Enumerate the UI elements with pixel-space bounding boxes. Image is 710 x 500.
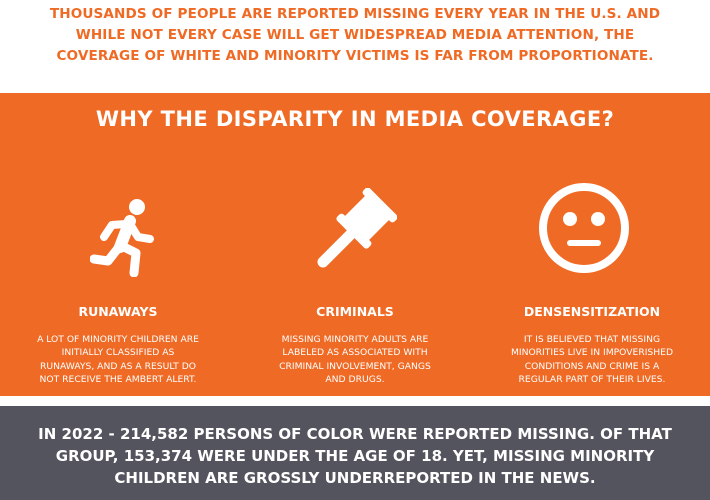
statistics-line: IN 2022 - 214,582 PERSONS OF COLOR WERE …: [38, 425, 672, 443]
description-line: NOT RECEIVE THE AMBERT ALERT.: [39, 374, 197, 386]
statistics-line: GROUP, 153,374 WERE UNDER THE AGE OF 18.…: [55, 447, 655, 465]
media-coverage-panel: WHY THE DISPARITY IN MEDIA COVERAGE? RUN…: [0, 93, 710, 396]
intro-line: WHILE NOT EVERY CASE WILL GET WIDESPREAD…: [75, 27, 635, 43]
running-person-icon: [90, 199, 154, 277]
description-line: AND DRUGS.: [325, 374, 385, 386]
densensitization-column: DENSENSITIZATION IT IS BELIEVED THAT MIS…: [474, 93, 710, 396]
densensitization-description: IT IS BELIEVED THAT MISSING MINORITIES L…: [492, 333, 692, 387]
description-line: INITIALLY CLASSIFIED AS: [61, 347, 175, 359]
description-line: CRIMINAL INVOLVEMENT, GANGS: [279, 360, 431, 372]
runaways-column: RUNAWAYS A LOT OF MINORITY CHILDREN ARE …: [0, 93, 236, 396]
statistics-line: CHILDREN ARE GROSSLY UNDERREPORTED IN TH…: [114, 469, 596, 487]
densensitization-title: DENSENSITIZATION: [523, 304, 661, 319]
description-line: LABELED AS ASSOCIATED WITH: [282, 347, 428, 359]
description-line: REGULAR PART OF THEIR LIVES.: [518, 374, 666, 386]
criminals-column: CRIMINALS MISSING MINORITY ADULTS ARE LA…: [237, 93, 473, 396]
panel-title: WHY THE DISPARITY IN MEDIA COVERAGE?: [95, 107, 615, 131]
statistics-text: IN 2022 - 214,582 PERSONS OF COLOR WERE …: [8, 423, 702, 489]
intro-heading: THOUSANDS OF PEOPLE ARE REPORTED MISSING…: [0, 4, 710, 67]
description-line: RUNAWAYS, AND AS A RESULT DO: [39, 360, 197, 372]
neutral-face-icon: [539, 183, 629, 273]
description-line: A LOT OF MINORITY CHILDREN ARE: [37, 334, 199, 345]
criminals-description: MISSING MINORITY ADULTS ARE LABELED AS A…: [255, 333, 455, 387]
description-line: MINORITIES LIVE IN IMPOVERISHED: [510, 347, 674, 359]
intro-line: COVERAGE OF WHITE AND MINORITY VICTIMS I…: [56, 48, 654, 64]
description-line: CONDITIONS AND CRIME IS A: [524, 360, 660, 372]
description-line: MISSING MINORITY ADULTS ARE: [281, 334, 429, 345]
intro-line: THOUSANDS OF PEOPLE ARE REPORTED MISSING…: [49, 6, 661, 22]
runaways-title: RUNAWAYS: [78, 304, 158, 319]
description-line: IT IS BELIEVED THAT MISSING: [523, 334, 661, 345]
gavel-icon: [317, 188, 397, 268]
statistics-footer: IN 2022 - 214,582 PERSONS OF COLOR WERE …: [0, 406, 710, 500]
criminals-title: CRIMINALS: [316, 304, 394, 319]
runaways-description: A LOT OF MINORITY CHILDREN ARE INITIALLY…: [18, 333, 218, 387]
